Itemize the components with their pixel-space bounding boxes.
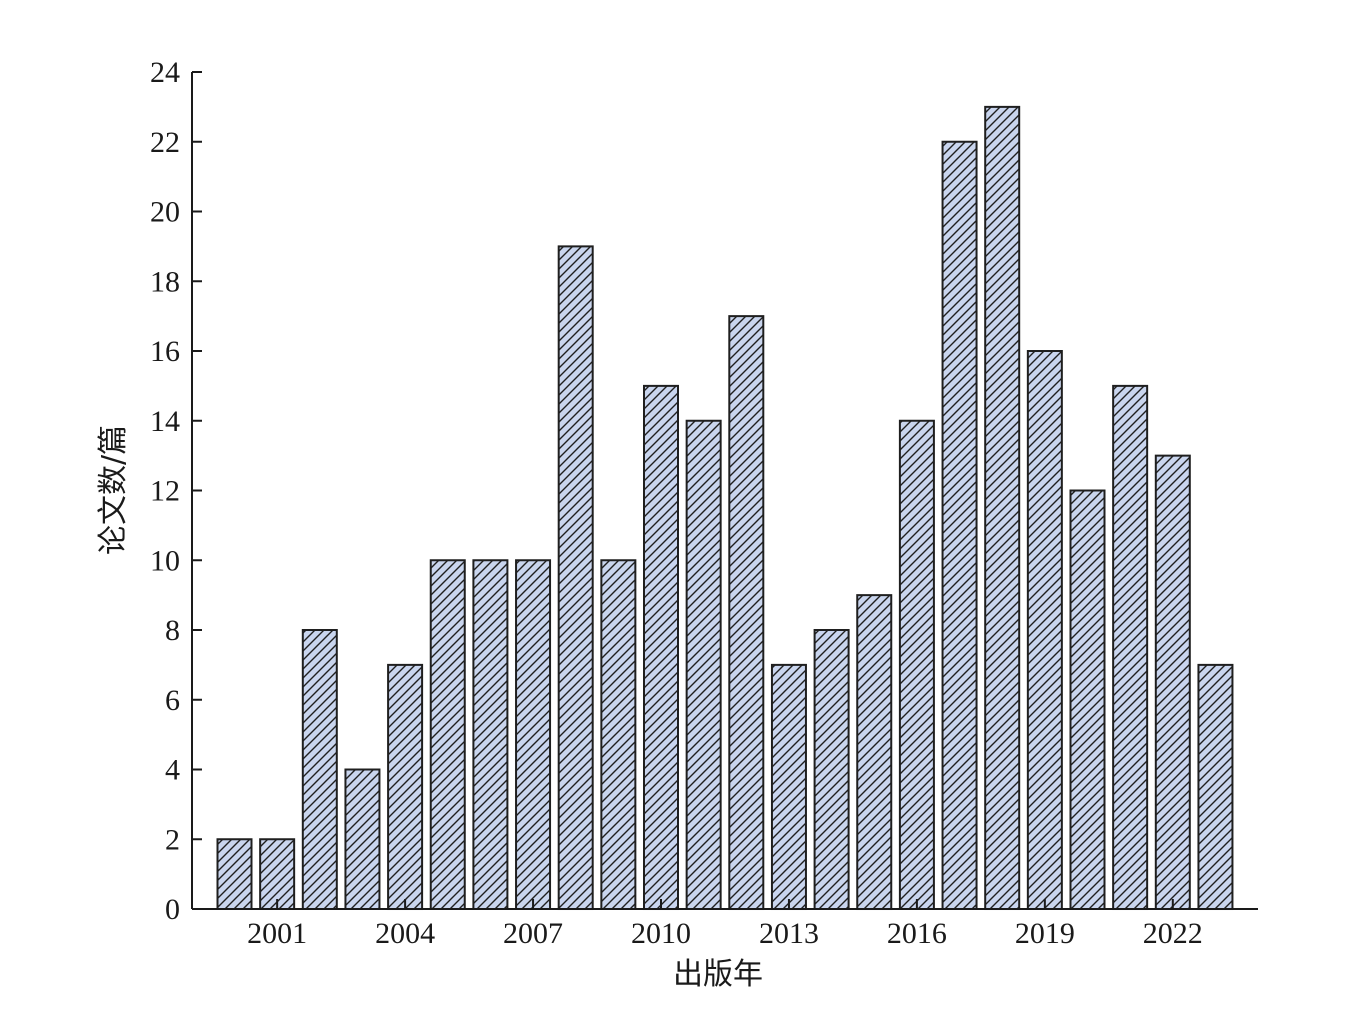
y-tick-label: 20 <box>150 196 180 229</box>
bar-2015 <box>856 594 893 911</box>
bar-2011 <box>685 419 722 910</box>
y-tick-label: 24 <box>150 56 180 89</box>
bar-2009 <box>600 559 637 910</box>
y-tick-label: 4 <box>165 754 180 787</box>
bar-2023 <box>1197 663 1234 911</box>
x-tick-label: 2019 <box>1015 917 1075 950</box>
bar-2008 <box>557 245 594 911</box>
x-tick-label: 2007 <box>503 917 563 950</box>
bar-2003 <box>344 768 381 910</box>
bar-2006 <box>472 559 509 910</box>
y-tick-label: 6 <box>165 684 180 717</box>
x-tick-label: 2001 <box>247 917 307 950</box>
bar-2014 <box>813 629 850 910</box>
bar-2013 <box>770 663 807 911</box>
y-axis-title: 论文数/篇 <box>96 425 131 555</box>
y-tick-label: 8 <box>165 614 180 647</box>
x-tick-label: 2022 <box>1143 917 1203 950</box>
x-tick-label: 2016 <box>887 917 947 950</box>
bar-2016 <box>898 419 935 910</box>
bar-2001 <box>259 838 296 910</box>
bars-layer <box>216 105 1234 911</box>
x-tick-label: 2004 <box>375 917 435 950</box>
bar-2002 <box>301 629 338 910</box>
y-tick-label: 12 <box>150 475 180 508</box>
bar-2007 <box>515 559 552 910</box>
y-tick-label: 18 <box>150 265 180 298</box>
bar-2000 <box>216 838 253 910</box>
y-tick-label: 16 <box>150 335 180 368</box>
bar-2019 <box>1026 350 1063 910</box>
y-tick-label: 22 <box>150 126 180 159</box>
y-tick-label: 0 <box>165 893 180 926</box>
x-tick-label: 2013 <box>759 917 819 950</box>
x-ticks: 2001 2004 2007 2010 2013 2016 2019 2022 <box>247 899 1203 950</box>
bar-2004 <box>387 663 424 911</box>
bar-2017 <box>941 140 978 910</box>
y-tick-label: 2 <box>165 823 180 856</box>
bar-2020 <box>1069 489 1106 910</box>
y-tick-label: 10 <box>150 544 180 577</box>
x-axis-title: 出版年 <box>673 957 763 992</box>
bar-2005 <box>429 559 466 910</box>
bar-2021 <box>1112 384 1149 911</box>
bar-2022 <box>1154 454 1191 910</box>
y-tick-label: 14 <box>150 405 180 438</box>
bar-2010 <box>643 384 679 911</box>
x-tick-label: 2010 <box>631 917 691 950</box>
bar-2012 <box>728 315 765 911</box>
bar-2018 <box>984 105 1021 911</box>
